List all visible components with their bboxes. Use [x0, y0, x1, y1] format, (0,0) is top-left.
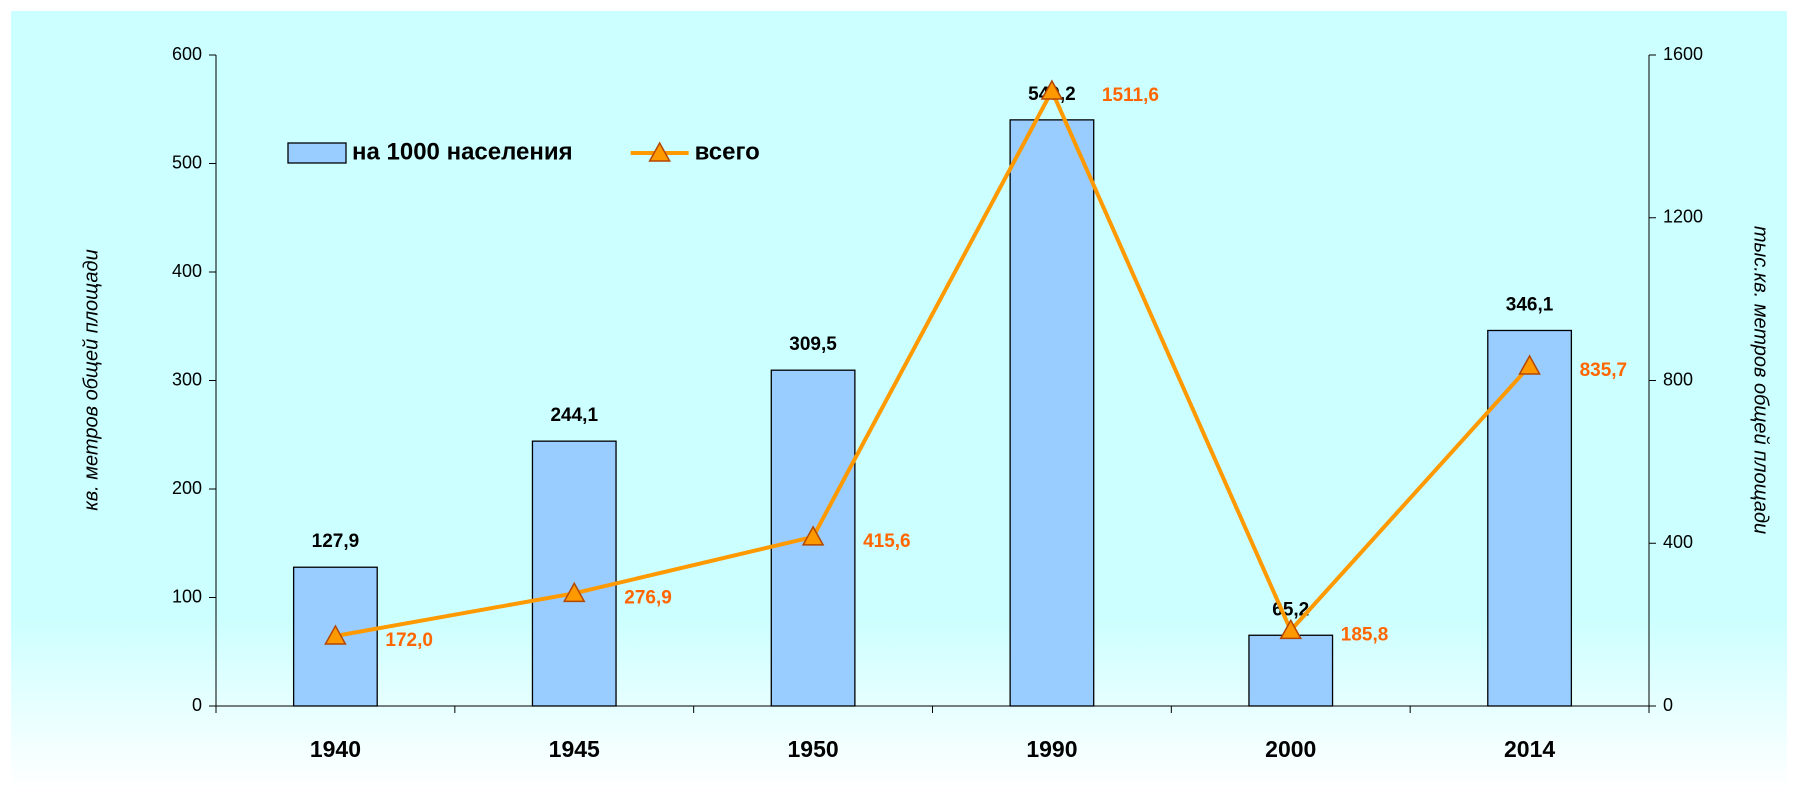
x-tick-label: 1990 [1026, 736, 1077, 762]
bar [1487, 329, 1573, 707]
legend-label: всего [695, 138, 760, 165]
x-tick-label: 2014 [1504, 736, 1555, 762]
bar-value-label: 244,1 [550, 405, 598, 426]
x-tick-label: 2000 [1265, 736, 1316, 762]
line-marker [1518, 354, 1541, 375]
line-marker [562, 581, 586, 603]
bar-value-label: 309,5 [789, 334, 837, 355]
line-value-label: 835,7 [1580, 360, 1628, 381]
x-tick-label: 1945 [549, 736, 600, 762]
bar [1248, 634, 1334, 707]
y2-tick-label: 1200 [1663, 207, 1703, 227]
y2-tick-label: 400 [1663, 532, 1693, 552]
bar [531, 440, 617, 707]
y2-axis-title: тыс.кв. метров общей площади [1750, 226, 1772, 534]
bar-value-label: 127,9 [312, 531, 360, 552]
bar-value-label: 65,2 [1272, 599, 1309, 620]
legend-label: на 1000 населения [352, 138, 573, 165]
bar-value-label: 346,1 [1506, 294, 1554, 315]
line-marker [324, 624, 347, 645]
y2-tick-label: 1600 [1663, 44, 1703, 64]
line-marker [1279, 618, 1303, 640]
bar [1009, 119, 1095, 707]
line [335, 86, 1532, 638]
y2-tick-label: 800 [1663, 369, 1693, 389]
y-tick-label: 300 [172, 369, 202, 389]
y-tick-label: 600 [172, 44, 202, 64]
line-value-label: 172,0 [385, 630, 433, 651]
line-marker [801, 525, 825, 546]
line-value-label: 415,6 [863, 531, 911, 552]
y-tick-label: 100 [172, 586, 202, 606]
y2-tick-label: 0 [1663, 695, 1673, 715]
y-tick-label: 500 [172, 152, 202, 172]
line-value-label: 276,9 [624, 587, 672, 608]
x-tick-label: 1940 [310, 736, 361, 762]
y-tick-label: 200 [172, 478, 202, 498]
legend-swatch [287, 142, 347, 164]
line-marker [1040, 79, 1064, 100]
x-tick-label: 1950 [787, 736, 838, 762]
line-value-label: 185,8 [1341, 624, 1389, 645]
line-value-label: 1511,6 [1102, 85, 1159, 106]
y-tick-label: 0 [192, 695, 202, 715]
legend-marker [648, 141, 671, 162]
y-axis-title: кв. метров общей площади [80, 249, 102, 510]
y-tick-label: 400 [172, 261, 202, 281]
